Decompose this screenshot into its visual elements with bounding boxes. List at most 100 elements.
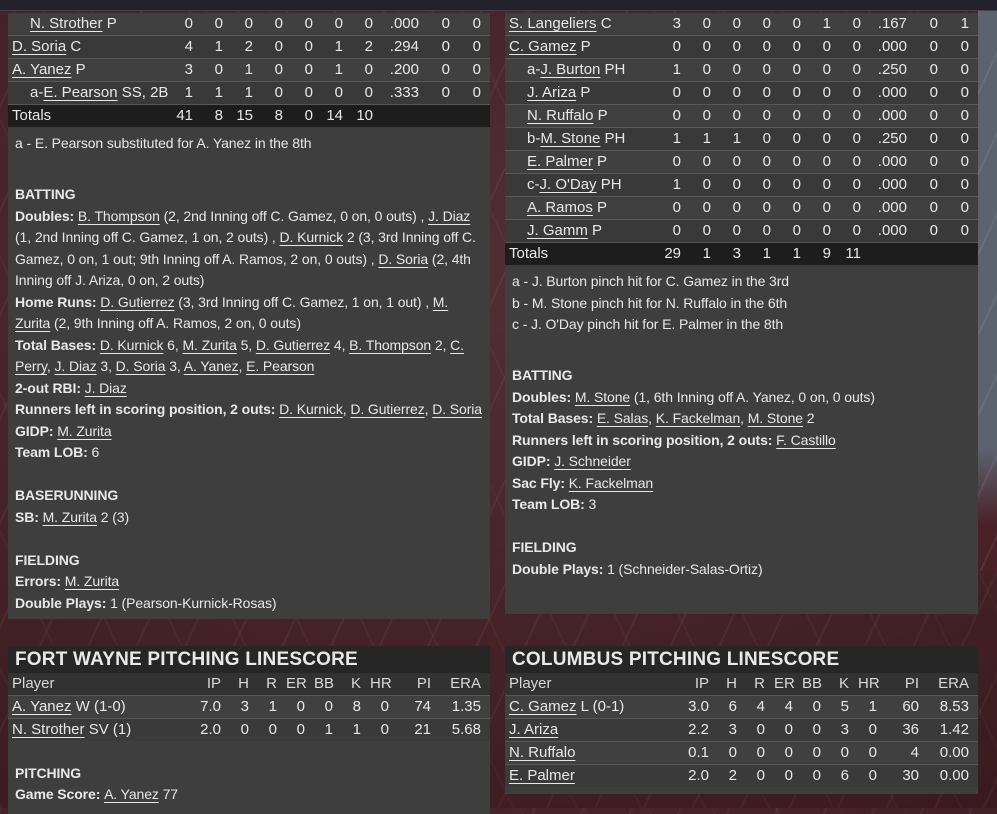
player-link[interactable]: N. Strother <box>30 15 103 32</box>
player-link[interactable]: A. Yanez <box>12 698 72 715</box>
away-batting-sections: BATTING Doubles: B. Thompson (2, 2nd Inni… <box>8 184 490 619</box>
position-label: P <box>592 153 608 170</box>
column-header: R <box>754 675 765 692</box>
player-link[interactable]: M. Stone <box>574 388 631 405</box>
player-cell: a-E. Pearson SS, 2B <box>8 82 172 105</box>
player-link[interactable]: D. Kurnick <box>279 229 344 245</box>
stat-sections: PITCHING Game Score: A. Yanez 77 <box>8 763 490 814</box>
player-link[interactable]: M. Stone <box>540 130 601 147</box>
player-link[interactable]: D. Kurnick <box>99 336 164 353</box>
player-link[interactable]: D. Kurnick <box>279 401 343 417</box>
stat-label: Doubles: <box>512 388 575 405</box>
stat-cell: 0 <box>929 107 938 124</box>
stat-cell: 0 <box>702 176 711 193</box>
player-link[interactable]: J. Ariza <box>527 84 577 101</box>
player-link[interactable]: J. Ariza <box>509 721 559 738</box>
stat-cell: 0 <box>852 176 861 193</box>
stat-cell: 0 <box>702 61 711 78</box>
player-link[interactable]: C. Perry <box>15 336 464 375</box>
stat-cell: 2.0 <box>200 721 221 738</box>
substitution-note: a - E. Pearson substituted for A. Yanez … <box>15 135 312 151</box>
player-link[interactable]: D. Soria <box>12 38 67 55</box>
stat-cell: 0 <box>732 176 741 193</box>
section-title: FIELDING <box>512 539 577 555</box>
player-link[interactable]: K. Fackelman <box>655 410 741 426</box>
player-link[interactable]: D. Soria <box>432 401 482 417</box>
text-run: 77 <box>158 786 178 802</box>
player-link[interactable]: E. Pearson <box>43 84 118 101</box>
stat-line: Game Score: A. Yanez 77 <box>15 784 482 806</box>
stat-label: Errors: <box>15 573 65 589</box>
player-link[interactable]: A. Ramos <box>527 199 593 216</box>
stat-cell: 0 <box>441 61 450 78</box>
player-link[interactable]: S. Langeliers <box>509 15 597 32</box>
home-batting-panel: S. Langeliers C 3 0 0 0 0 1 0 .167 0 1 C. Gamez P 0 0… <box>505 13 978 614</box>
stat-line: Home Runs: D. Gutierrez (3, 3rd Inning o… <box>15 292 482 335</box>
text-run: , <box>648 410 656 426</box>
player-link[interactable]: E. Pearson <box>246 358 315 374</box>
player-link[interactable]: M. Zurita <box>64 573 120 589</box>
stat-cell: 0 <box>702 199 711 216</box>
stat-cell: 0 <box>852 107 861 124</box>
stat-cell: 4 <box>184 38 193 55</box>
player-link[interactable]: F. Castillo <box>776 431 836 448</box>
stat-cell: 3 <box>240 698 249 715</box>
player-link[interactable]: D. Soria <box>378 250 429 267</box>
stat-cell: 30 <box>902 767 919 784</box>
player-cell: N. Ruffalo <box>505 742 678 765</box>
stat-cell: 0 <box>472 15 481 32</box>
player-link[interactable]: K. Fackelman <box>568 474 654 491</box>
player-link[interactable]: N. Ruffalo <box>509 744 576 761</box>
stat-cell: 0 <box>756 744 765 761</box>
stat-cell: 1 <box>792 245 801 262</box>
stat-line: Double Plays: 1 (Pearson-Kurnick-Rosas) <box>15 593 482 615</box>
stat-cell: 0 <box>732 107 741 124</box>
player-link[interactable]: N. Strother <box>12 721 85 738</box>
player-link[interactable]: B. Thompson <box>77 207 160 224</box>
player-link[interactable]: E. Palmer <box>527 153 593 170</box>
stat-cell: 0 <box>334 15 343 32</box>
player-link[interactable]: D. Gutierrez <box>100 293 175 310</box>
player-link[interactable]: A. Yanez <box>12 61 72 78</box>
player-link[interactable]: J. Schneider <box>554 453 631 469</box>
stat-cell: 6 <box>840 767 849 784</box>
player-link[interactable]: N. Ruffalo <box>527 107 594 124</box>
player-link[interactable]: C. Gamez <box>509 698 577 715</box>
stat-cell: 0 <box>702 153 711 170</box>
player-link[interactable]: E. Salas <box>596 410 649 426</box>
column-header: HR <box>858 675 880 692</box>
player-link[interactable]: J. Gamm <box>527 222 588 239</box>
stat-section: PITCHING Game Score: A. Yanez 77 <box>15 763 482 806</box>
player-link[interactable]: J. Diaz <box>428 207 471 224</box>
stat-cell: .000 <box>389 15 419 32</box>
stat-cell: 0 <box>822 38 831 55</box>
player-link[interactable]: D. Gutierrez <box>350 401 425 417</box>
stat-cell: 0 <box>929 84 938 101</box>
stat-cell: 8 <box>214 107 223 124</box>
player-link[interactable]: M. Zurita <box>57 422 112 439</box>
player-link[interactable]: A. Yanez <box>183 358 239 374</box>
player-link[interactable]: E. Palmer <box>509 767 575 784</box>
player-link[interactable]: D. Gutierrez <box>255 336 331 353</box>
player-link[interactable]: D. Soria <box>115 358 166 374</box>
stat-cell: 1 <box>672 130 681 147</box>
text-run: (3, 3rd Inning off C. Gamez, 1 on, 1 out… <box>174 293 433 310</box>
player-link[interactable]: J. Diaz <box>84 379 127 396</box>
column-header: BB <box>802 675 823 692</box>
player-link[interactable]: A. Yanez <box>104 786 159 802</box>
player-link[interactable]: M. Zurita <box>42 508 97 525</box>
player-link[interactable]: B. Thompson <box>349 336 432 353</box>
stat-cell: 36 <box>902 721 919 738</box>
linescore-header-row: Player IP H R ER BB K HR PI ERA <box>505 673 978 696</box>
player-link[interactable]: J. Diaz <box>54 358 97 374</box>
position-label: P <box>576 38 591 55</box>
player-link[interactable]: M. Stone <box>747 410 803 426</box>
stat-cell: 0 <box>852 84 861 101</box>
player-link[interactable]: J. O'Day <box>539 176 597 193</box>
stat-cell: 2 <box>728 767 737 784</box>
player-link[interactable]: C. Gamez <box>509 38 577 55</box>
player-link[interactable]: M. Zurita <box>182 336 237 353</box>
player-link[interactable]: M. Zurita <box>15 293 449 332</box>
text-run: 1 (Schneider-Salas-Ortiz) <box>607 560 763 577</box>
player-link[interactable]: J. Burton <box>540 61 601 78</box>
